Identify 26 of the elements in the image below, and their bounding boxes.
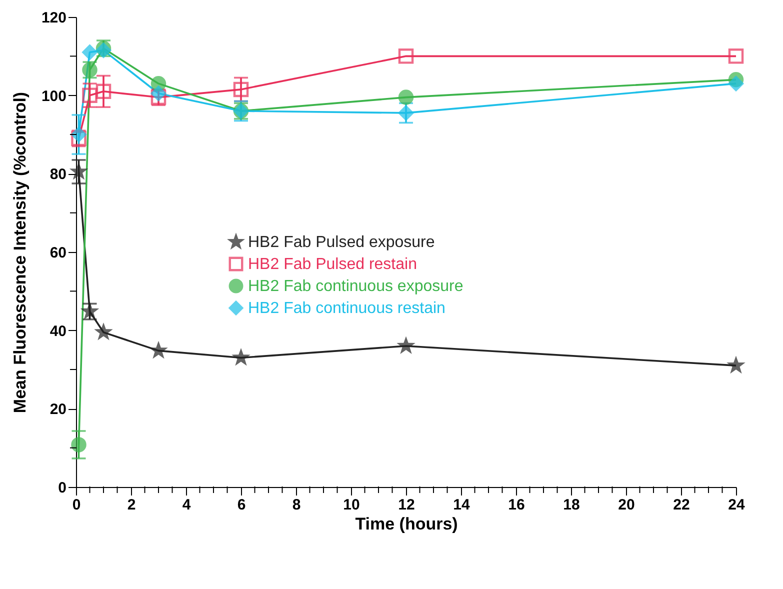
y-tick-label: 60: [50, 244, 66, 262]
x-tick-label: 6: [237, 496, 246, 514]
x-tick-label: 14: [453, 496, 470, 514]
legend-label: HB2 Fab Pulsed restain: [248, 256, 417, 273]
x-tick-label: 2: [127, 496, 136, 514]
legend-label: HB2 Fab continuous restain: [248, 300, 446, 317]
y-tick-label: 20: [50, 401, 66, 418]
y-tick-label: 40: [50, 322, 66, 340]
y-tick-label: 80: [50, 166, 66, 184]
x-tick-label: 24: [728, 496, 746, 514]
y-tick-label: 100: [41, 88, 66, 105]
x-tick-label: 16: [508, 496, 525, 514]
x-tick-label: 8: [292, 496, 301, 514]
y-axis-title: Mean Fluorescence Intensity (%control): [10, 92, 30, 414]
x-tick-label: 10: [343, 496, 360, 514]
y-tick-label: 120: [41, 10, 66, 26]
x-axis-title: Time (hours): [355, 514, 458, 534]
legend-label: HB2 Fab Pulsed exposure: [248, 234, 435, 251]
x-tick-label: 12: [398, 496, 415, 514]
x-tick-label: 4: [182, 496, 192, 514]
x-tick-label: 18: [563, 496, 580, 514]
x-tick-label: 0: [72, 496, 81, 514]
legend-label: HB2 Fab continuous exposure: [248, 278, 464, 295]
y-tick-label: 0: [58, 480, 66, 496]
x-tick-label: 22: [673, 496, 690, 514]
x-tick-label: 20: [618, 496, 635, 514]
